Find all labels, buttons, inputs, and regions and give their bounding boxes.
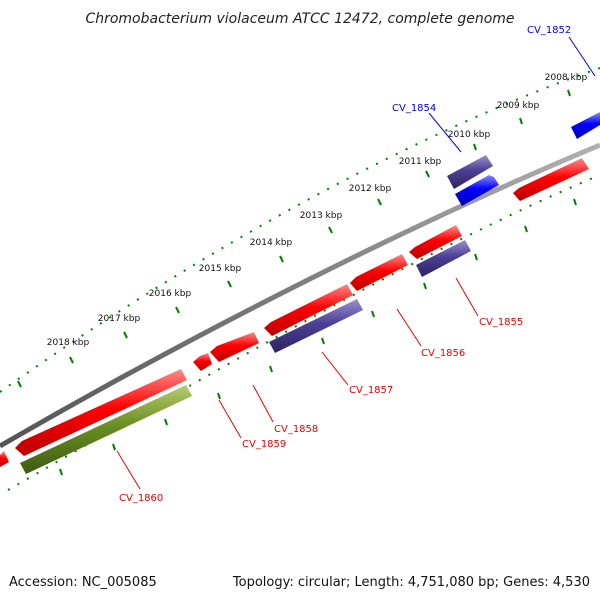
kbp-label: 2012 kbp bbox=[349, 184, 392, 194]
kbp-label: 2017 kbp bbox=[98, 314, 141, 324]
kbp-label: 2018 kbp bbox=[47, 338, 90, 348]
genome-backbone bbox=[0, 142, 600, 449]
gene-label-cv1852[interactable]: CV_1852 bbox=[527, 25, 571, 36]
gene-label-cv1858[interactable]: CV_1858 bbox=[274, 424, 318, 435]
gene-label-cv1860[interactable]: CV_1860 bbox=[119, 493, 163, 504]
kbp-label: 2016 kbp bbox=[149, 289, 192, 299]
gene-cv1854[interactable] bbox=[455, 175, 499, 206]
gene-cv1859-upper[interactable] bbox=[193, 353, 212, 371]
gene-cv1856-lower[interactable] bbox=[269, 299, 363, 353]
kbp-label: 2015 kbp bbox=[199, 264, 242, 274]
inner-major-ticks bbox=[59, 198, 577, 476]
outer-tick-ring bbox=[0, 67, 600, 393]
outer-major-ticks bbox=[17, 89, 571, 388]
gene-leader-lines bbox=[116, 36, 596, 490]
kbp-label: 2011 kbp bbox=[399, 157, 442, 167]
kbp-label: 2008 kbp bbox=[545, 73, 588, 83]
gene-cv1852[interactable] bbox=[571, 112, 600, 139]
kbp-label: 2013 kbp bbox=[300, 211, 343, 221]
gene-cv1855-upper[interactable] bbox=[409, 225, 462, 259]
gene-cv1858-upper[interactable] bbox=[210, 332, 259, 362]
gene-cv1860-lower[interactable] bbox=[20, 385, 192, 474]
kbp-label: 2014 kbp bbox=[250, 238, 293, 248]
gene-cv1856-upper[interactable] bbox=[350, 254, 408, 291]
kbp-labels: 2008 kbp 2009 kbp 2010 kbp 2011 kbp 2012… bbox=[47, 73, 588, 348]
map-title: Chromobacterium violaceum ATCC 12472, co… bbox=[85, 11, 514, 27]
kbp-label: 2009 kbp bbox=[497, 101, 540, 111]
genome-summary-text: Topology: circular; Length: 4,751,080 bp… bbox=[232, 575, 590, 590]
kbp-label: 2010 kbp bbox=[448, 130, 491, 140]
gene-cv1857-upper[interactable] bbox=[264, 284, 353, 336]
gene-cv1855-lower[interactable] bbox=[416, 240, 471, 277]
gene-label-cv1857[interactable]: CV_1857 bbox=[349, 385, 393, 396]
gene-cv1860-upper[interactable] bbox=[15, 369, 187, 456]
gene-cv1861[interactable] bbox=[0, 451, 9, 467]
gene-cv1851[interactable] bbox=[513, 158, 589, 201]
gene-labels: CV_1852 CV_1854 CV_1855 CV_1856 CV_1857 … bbox=[119, 25, 571, 504]
gene-label-cv1859[interactable]: CV_1859 bbox=[242, 439, 286, 450]
gene-label-cv1854[interactable]: CV_1854 bbox=[392, 103, 436, 114]
gene-label-cv1856[interactable]: CV_1856 bbox=[421, 348, 465, 359]
gene-cv1853[interactable] bbox=[447, 155, 493, 189]
accession-text: Accession: NC_005085 bbox=[9, 575, 157, 590]
gene-label-cv1855[interactable]: CV_1855 bbox=[479, 317, 523, 328]
